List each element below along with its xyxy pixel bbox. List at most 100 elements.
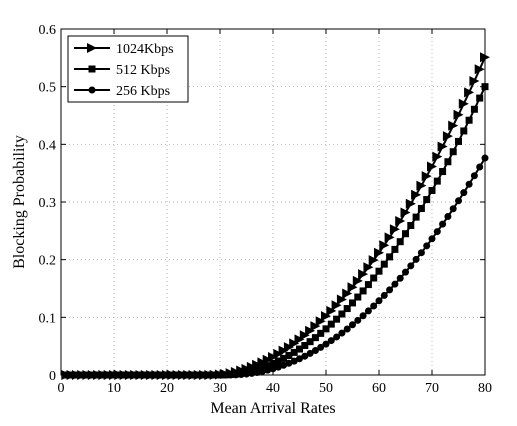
data-point <box>474 64 485 75</box>
data-point <box>333 333 341 341</box>
data-point <box>306 349 314 357</box>
data-point <box>338 329 346 337</box>
data-point <box>460 127 468 135</box>
x-tick-label: 30 <box>213 381 227 396</box>
data-point <box>274 363 282 371</box>
data-point <box>253 369 261 377</box>
data-point <box>306 338 314 346</box>
data-point <box>389 224 400 235</box>
data-point <box>321 311 331 322</box>
data-point <box>296 355 303 363</box>
data-point <box>363 262 374 273</box>
data-point <box>290 348 298 356</box>
data-point <box>384 232 395 243</box>
y-tick-label: 0.3 <box>39 196 57 211</box>
data-point <box>305 325 316 336</box>
data-point <box>368 255 379 266</box>
data-point <box>391 280 399 288</box>
data-point <box>301 352 309 360</box>
data-point <box>273 348 284 359</box>
legend: 1024Kbps 512 Kbps 256 Kbps <box>67 35 189 103</box>
data-point <box>274 357 282 365</box>
data-point <box>285 359 293 367</box>
data-point <box>311 346 319 354</box>
legend-label: 256 Kbps <box>116 84 170 99</box>
data-point <box>442 131 453 142</box>
y-tick-label: 0.1 <box>39 311 57 326</box>
data-point <box>460 189 468 197</box>
data-point <box>375 297 383 305</box>
data-point <box>470 105 478 113</box>
x-tick-label: 60 <box>372 381 386 396</box>
data-point <box>476 94 484 102</box>
data-point <box>448 120 459 131</box>
x-tick-label: 0 <box>58 381 65 396</box>
x-tick-label: 10 <box>107 381 121 396</box>
data-point <box>317 329 325 337</box>
data-point <box>379 240 390 251</box>
data-point <box>364 281 372 289</box>
data-point <box>375 267 383 275</box>
legend-label: 512 Kbps <box>116 63 170 78</box>
data-point <box>427 161 437 172</box>
y-axis-ticks: 0 0.1 0.2 0.3 0.4 0.5 0.6 <box>39 23 485 384</box>
data-point <box>407 222 415 230</box>
data-point <box>421 171 432 182</box>
data-point <box>359 312 367 320</box>
data-point <box>349 299 356 307</box>
data-point <box>258 367 266 375</box>
data-point <box>433 177 441 185</box>
data-point <box>333 315 341 323</box>
data-point <box>326 305 337 316</box>
data-point <box>342 288 353 299</box>
x-tick-label: 80 <box>478 381 492 396</box>
data-point <box>437 141 448 152</box>
x-tick-label: 70 <box>425 381 439 396</box>
data-point <box>352 275 363 286</box>
x-tick-label: 40 <box>266 381 280 396</box>
data-point <box>296 345 303 353</box>
data-point <box>354 293 362 301</box>
data-point <box>294 334 305 345</box>
data-point <box>407 262 415 270</box>
data-point <box>476 163 484 171</box>
data-point <box>327 337 335 345</box>
data-point <box>444 213 452 221</box>
data-point <box>269 365 277 373</box>
data-point <box>412 255 420 263</box>
data-point <box>432 151 443 162</box>
data-point <box>400 207 411 218</box>
y-tick-label: 0.2 <box>39 254 57 269</box>
legend-item: 256 Kbps <box>74 84 170 99</box>
data-point <box>317 343 325 351</box>
data-point <box>423 242 431 250</box>
data-point <box>386 253 394 261</box>
data-point <box>402 268 409 276</box>
y-tick-label: 0.5 <box>39 81 57 96</box>
data-point <box>470 172 478 180</box>
data-point <box>428 186 436 194</box>
y-axis-label: Blocking Probability <box>11 135 28 269</box>
data-point <box>396 238 404 246</box>
data-point <box>290 357 298 365</box>
data-point <box>278 345 289 356</box>
data-point <box>439 168 447 176</box>
data-point <box>439 220 447 228</box>
data-point <box>449 148 457 156</box>
data-point <box>285 352 293 360</box>
data-point <box>299 330 310 341</box>
data-point <box>311 334 319 342</box>
y-tick-label: 0 <box>49 369 56 384</box>
data-point <box>327 320 335 328</box>
data-point <box>396 274 404 282</box>
data-point <box>264 366 272 374</box>
data-point <box>453 109 464 120</box>
data-point <box>464 87 475 98</box>
data-point <box>411 189 422 200</box>
data-point <box>412 213 420 221</box>
data-point <box>258 364 266 372</box>
data-point <box>358 269 369 280</box>
data-point <box>310 321 321 332</box>
data-point <box>465 116 473 124</box>
data-point <box>243 370 250 378</box>
